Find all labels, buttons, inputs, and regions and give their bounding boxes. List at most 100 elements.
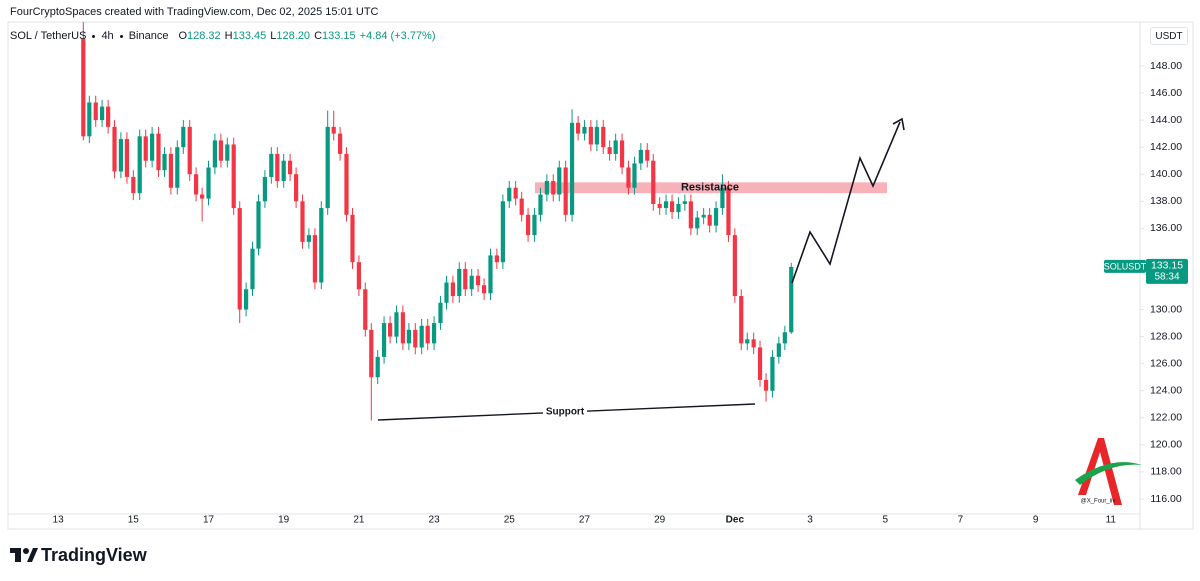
candle-body xyxy=(720,187,725,209)
currency-button[interactable]: USDT xyxy=(1150,27,1188,45)
candle-body xyxy=(525,214,531,236)
candle-body xyxy=(218,140,224,161)
candle-body xyxy=(212,140,217,168)
candle-body xyxy=(312,235,318,283)
candle-body xyxy=(337,133,343,154)
candle-body xyxy=(294,174,299,202)
candle-body xyxy=(419,325,424,348)
candle-body xyxy=(124,139,130,177)
candle-body xyxy=(137,136,142,194)
candle-body xyxy=(206,167,211,199)
change: +4.84 (+3.77%) xyxy=(359,30,436,42)
candle-body xyxy=(669,201,675,213)
candle-body xyxy=(513,187,518,199)
candle-body xyxy=(168,153,174,188)
candle-body xyxy=(582,126,587,134)
y-tick-label: 136.00 xyxy=(1150,222,1182,234)
candle-body xyxy=(200,194,205,199)
x-tick-label: 25 xyxy=(504,515,516,526)
candle-body xyxy=(713,208,719,226)
candle-body xyxy=(657,203,662,209)
candle-body xyxy=(776,343,781,357)
candle-body xyxy=(363,289,368,330)
candle-body xyxy=(538,194,543,215)
candle-body xyxy=(450,282,455,297)
y-tick-label: 140.00 xyxy=(1150,168,1182,180)
candle-body xyxy=(613,140,618,154)
candle-body xyxy=(131,176,136,194)
candle-body xyxy=(651,160,656,204)
candle-body xyxy=(469,275,474,290)
candle-body xyxy=(519,198,524,215)
projection-arrowhead xyxy=(892,117,905,131)
y-tick-label: 124.00 xyxy=(1150,385,1182,397)
brand-logo xyxy=(10,548,38,562)
candle-body xyxy=(457,268,462,297)
interval: 4h xyxy=(101,30,114,42)
candle-body xyxy=(770,356,775,391)
candle-body xyxy=(757,347,763,380)
symbol-tag-bg xyxy=(1104,259,1146,273)
candle-body xyxy=(150,133,155,161)
resistance-zone xyxy=(535,182,887,194)
support-label: Support xyxy=(546,407,585,418)
x-tick-label: Dec xyxy=(726,515,745,526)
candle-body xyxy=(695,217,700,229)
candle-body xyxy=(619,140,625,168)
candle-body xyxy=(300,201,305,242)
candle-body xyxy=(782,332,787,344)
candle-body xyxy=(356,262,361,290)
exchange: Binance xyxy=(128,30,169,42)
candle-body xyxy=(594,126,599,145)
candle-body xyxy=(319,208,324,283)
candle-body xyxy=(688,201,693,229)
x-tick-label: 19 xyxy=(278,515,290,526)
y-tick-label: 142.00 xyxy=(1150,141,1182,153)
created-note: FourCryptoSpaces created with TradingVie… xyxy=(10,6,379,18)
candle-body xyxy=(500,201,505,263)
candle-body xyxy=(262,176,267,202)
resistance-label: Resistance xyxy=(681,182,739,194)
candle-body xyxy=(100,106,105,121)
candle-body xyxy=(431,323,437,344)
candle-body xyxy=(789,266,794,333)
support-label-bg xyxy=(543,404,587,418)
x-tick-label: 9 xyxy=(1033,515,1039,526)
candle-body xyxy=(444,282,449,303)
y-tick-label: 148.00 xyxy=(1150,60,1182,72)
candle-body xyxy=(707,214,712,226)
ohlc-value: 128.20 xyxy=(276,30,311,42)
projection-path xyxy=(791,121,901,284)
y-tick-label: 126.00 xyxy=(1150,357,1182,369)
ohlc-letter: O xyxy=(178,30,188,42)
candle-body xyxy=(563,167,568,215)
candle-body xyxy=(181,126,186,148)
candle-body xyxy=(569,122,575,215)
y-tick-label: 118.00 xyxy=(1150,466,1181,478)
symbol: SOL / TetherUS xyxy=(10,30,87,42)
candle-body xyxy=(250,248,255,290)
candle-body xyxy=(638,149,643,164)
x-tick-label: 15 xyxy=(128,515,140,526)
candle-body xyxy=(281,160,286,181)
x-tick-label: 3 xyxy=(807,515,813,526)
candle-body xyxy=(532,214,537,236)
x-tick-label: 13 xyxy=(53,515,65,526)
ohlc-value: 133.45 xyxy=(232,30,267,42)
y-tick-label: 144.00 xyxy=(1150,114,1182,126)
x-tick-label: 5 xyxy=(882,515,888,526)
legend: SOL / TetherUS 4h Binance O 128.32 H 133.4… xyxy=(10,30,436,42)
candle-body xyxy=(256,201,261,249)
ohlc-value: 133.15 xyxy=(322,30,356,42)
ohlc-letter: C xyxy=(314,30,323,42)
candle-body xyxy=(350,214,355,263)
author-logo xyxy=(1075,438,1142,505)
candle-body xyxy=(269,153,274,177)
candle-body xyxy=(663,201,669,209)
candle-body xyxy=(275,153,280,181)
candle-body xyxy=(488,255,493,294)
candle-body xyxy=(381,323,387,357)
candle-body xyxy=(244,289,249,310)
symbol-tag: SOLUSDT xyxy=(1104,261,1147,271)
y-tick-label: 120.00 xyxy=(1150,439,1182,451)
